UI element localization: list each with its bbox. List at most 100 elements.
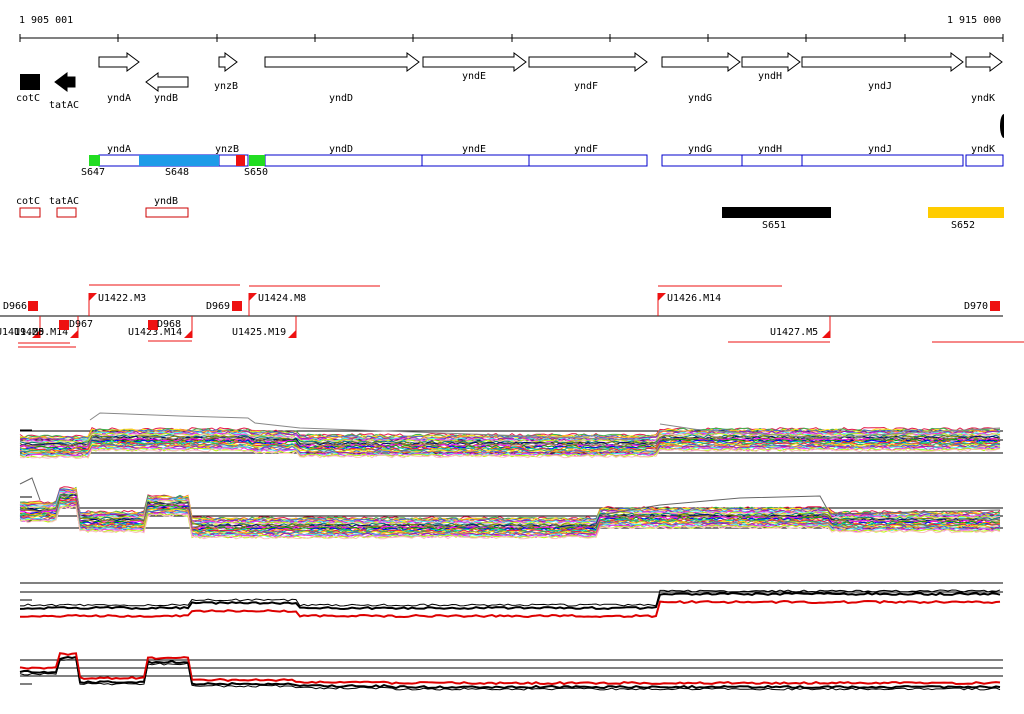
marker-square[interactable] [148, 320, 158, 330]
gene-ynzB[interactable]: ynzB [214, 52, 238, 92]
marker-d968[interactable]: D968 [148, 319, 181, 330]
expression-profile-line [19, 440, 1001, 452]
marker-u1425.m19[interactable]: U1425.M19 [232, 316, 297, 338]
expression-profile-line [19, 599, 1001, 619]
gene-label: yndA [107, 93, 131, 104]
marker-label: D967 [69, 319, 93, 330]
marker-square[interactable] [232, 301, 242, 311]
gene-label: yndD [329, 93, 353, 104]
marker-u1424.m8[interactable]: U1424.M8 [248, 285, 380, 316]
forward-gene-label: yndK [971, 144, 995, 155]
marker-flag[interactable] [70, 330, 78, 338]
reverse-segment-track: cotC tatAC yndB S651 S652 [16, 196, 1004, 231]
marker-u1422.m3[interactable]: U1422.M3 [88, 284, 240, 316]
forward-expression-profiles [19, 412, 1003, 460]
expression-profile-line [19, 659, 1001, 691]
marker-track: D966 U1422.M3 D969 U1424.M8 U1426.M14 D970 U14… [0, 284, 1024, 348]
marker-flag[interactable] [288, 330, 296, 338]
expression-profile-line [19, 448, 1001, 460]
marker-label: D968 [157, 319, 181, 330]
marker-label: U1420.M14 [14, 327, 68, 338]
forward-gene-box [528, 154, 648, 167]
forward-gene-label: yndF [574, 144, 598, 155]
gene-arrow[interactable] [801, 52, 964, 72]
gene-yndF[interactable]: yndF [528, 52, 648, 92]
segment-s647[interactable]: S647 [81, 155, 105, 178]
gene-yndH[interactable]: yndH [741, 52, 801, 82]
gene-yndB[interactable]: yndB [145, 72, 189, 104]
gene-yndD[interactable]: yndD [264, 52, 420, 104]
gene-yndJ[interactable]: yndJ [801, 52, 964, 92]
gene-label: yndE [462, 71, 486, 82]
gene-yndE[interactable]: yndE [422, 52, 527, 82]
segment-bar[interactable] [89, 155, 100, 166]
marker-flag[interactable] [658, 293, 666, 301]
forward-gene-label: yndJ [868, 144, 892, 155]
start-coordinate: 1 905 001 [19, 15, 73, 26]
marker-u1427.m5[interactable]: U1427.M5 [728, 316, 831, 343]
forward-gene-label: yndH [758, 144, 782, 155]
marker-d970[interactable]: D970 [964, 301, 1000, 312]
gene-label: yndJ [868, 81, 892, 92]
expression-profile-line [19, 496, 1000, 531]
segment-unlabeled[interactable] [236, 155, 245, 166]
segment-s648[interactable]: S648 [139, 155, 219, 178]
forward-gene-label: yndE [462, 144, 486, 155]
expression-profile-line [20, 589, 1001, 607]
marker-u1423.m14[interactable]: U1423.M14 [128, 316, 193, 342]
marker-square[interactable] [59, 320, 69, 330]
gene-label: cotC [16, 93, 40, 104]
gene-shape[interactable] [20, 74, 40, 90]
gene-arrow[interactable] [54, 72, 76, 92]
segment-s651[interactable]: S651 [722, 207, 831, 231]
marker-label: D969 [206, 301, 230, 312]
marker-label: U1426.M14 [667, 293, 721, 304]
gene-label: ynzB [214, 81, 238, 92]
gene-arrow[interactable] [145, 72, 189, 92]
segment-s650[interactable]: S650 [244, 155, 268, 178]
gene-arrow[interactable] [965, 52, 1003, 72]
segment-bar[interactable] [249, 155, 265, 166]
marker-d967[interactable]: D967 [59, 319, 93, 330]
marker-d969[interactable]: D969 [206, 301, 242, 312]
reverse-gene-box [145, 207, 189, 218]
marker-u1426.m14[interactable]: U1426.M14 [657, 285, 782, 316]
marker-u1419.m5[interactable]: U1419.M5 [0, 316, 70, 344]
marker-square[interactable] [990, 301, 1000, 311]
segment-label: S647 [81, 167, 105, 178]
gene-arrow[interactable] [218, 52, 238, 72]
gene-arrow[interactable] [264, 52, 420, 72]
gene-cotC[interactable]: cotC [16, 74, 40, 104]
segment-bar[interactable] [928, 207, 1004, 218]
gene-arrow[interactable] [661, 52, 741, 72]
gene-arrow[interactable] [741, 52, 801, 72]
segment-label: S648 [165, 167, 189, 178]
gene-arrow[interactable] [422, 52, 527, 72]
gene-yndA[interactable]: yndA [98, 52, 140, 104]
reverse-expression-profiles [19, 477, 1003, 540]
reverse-gene-label: tatAC [49, 196, 79, 207]
gene-yndK[interactable]: yndK [965, 52, 1003, 104]
gene-label: yndG [688, 93, 712, 104]
gene-yndG[interactable]: yndG [661, 52, 741, 104]
gene-arrow[interactable] [98, 52, 140, 72]
marker-d966[interactable]: D966 [3, 301, 38, 312]
expression-profile-line [19, 432, 1001, 444]
expression-profile-line [19, 655, 1001, 690]
gene-arrow[interactable] [528, 52, 648, 72]
marker-u1420.m14[interactable]: U1420.M14 [14, 316, 79, 348]
marker-flag[interactable] [184, 330, 192, 338]
segment-bar[interactable] [236, 155, 245, 166]
marker-flag[interactable] [822, 330, 830, 338]
segment-s652[interactable]: S652 [928, 207, 1004, 231]
coordinate-ruler: 1 905 001 1 915 000 [19, 15, 1004, 42]
marker-flag[interactable] [89, 293, 97, 301]
gene-label: yndK [971, 93, 995, 104]
gene-tatAC[interactable]: tatAC [49, 72, 79, 111]
marker-flag[interactable] [32, 330, 40, 338]
marker-square[interactable] [28, 301, 38, 311]
marker-flag[interactable] [249, 293, 257, 301]
segment-bar[interactable] [139, 155, 219, 166]
marker-label: U1425.M19 [232, 327, 286, 338]
segment-bar[interactable] [722, 207, 831, 218]
